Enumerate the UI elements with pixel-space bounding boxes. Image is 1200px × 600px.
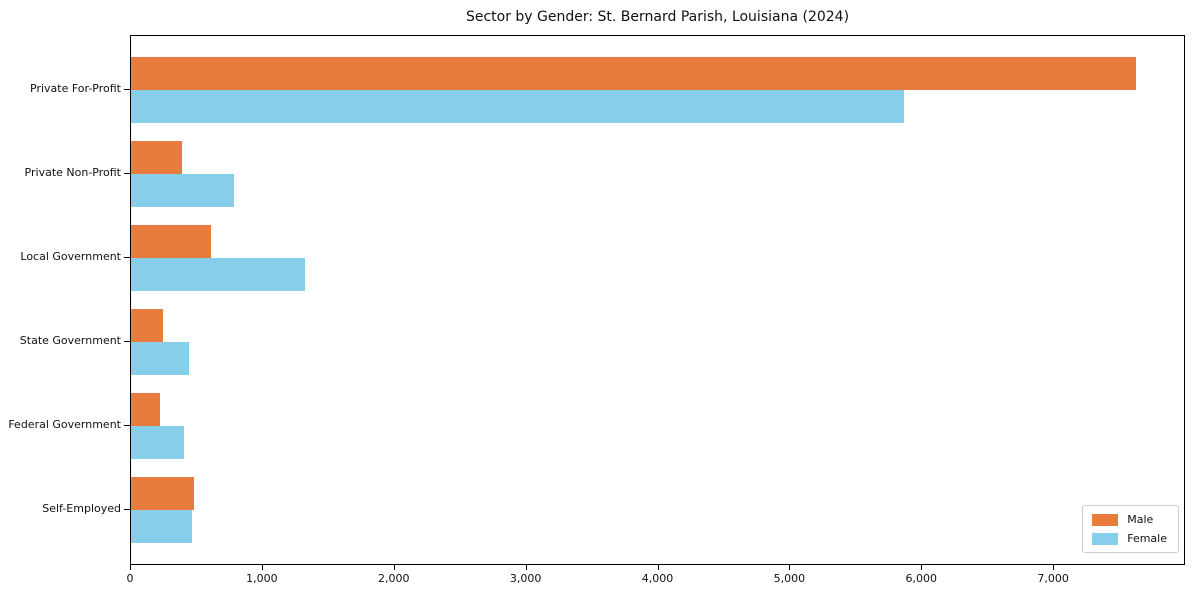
y-tick-label-state-government: State Government	[19, 334, 121, 347]
bar-male-federal-government	[131, 393, 160, 426]
chart-title: Sector by Gender: St. Bernard Parish, Lo…	[465, 9, 850, 25]
y-tick-label-local-government: Local Government	[20, 250, 121, 263]
bar-male-local-government	[131, 225, 212, 258]
y-tick-label-self-employed: Self-Employed	[42, 502, 121, 515]
x-tick-label-2-000: 2,000	[378, 572, 410, 585]
legend-label-male: Male	[1127, 513, 1154, 526]
bar-female-state-government	[131, 342, 189, 375]
x-tick-label-5-000: 5,000	[773, 572, 806, 585]
y-tick-label-federal-government: Federal Government	[8, 418, 121, 431]
x-tick-mark	[130, 565, 131, 570]
x-tick-label-4-000: 4,000	[641, 572, 674, 585]
legend: Male Female	[1082, 505, 1179, 553]
y-tick-label-private-non-profit: Private Non-Profit	[24, 166, 121, 179]
x-tick-mark	[261, 565, 263, 570]
x-tick-label-3-000: 3,000	[509, 572, 542, 585]
bar-female-self-employed	[131, 510, 192, 543]
bars-layer	[131, 36, 1184, 564]
x-tick-label-1-000: 1,000	[246, 572, 278, 585]
bar-female-private-for-profit	[131, 90, 904, 123]
x-tick-mark	[1053, 565, 1055, 570]
x-tick-mark	[393, 565, 395, 570]
bar-male-self-employed	[131, 477, 195, 510]
plot-area: Male Female	[130, 35, 1185, 565]
legend-swatch-male	[1092, 513, 1119, 526]
bar-male-private-non-profit	[131, 141, 183, 174]
bar-female-private-non-profit	[131, 174, 234, 207]
x-tick-label-7-000: 7,000	[1037, 572, 1069, 585]
legend-item-female: Female	[1092, 532, 1167, 545]
x-tick-mark	[525, 565, 527, 570]
legend-swatch-female	[1092, 532, 1119, 545]
bar-female-federal-government	[131, 426, 184, 459]
bar-female-local-government	[131, 258, 306, 291]
x-tick-mark	[657, 565, 659, 570]
x-tick-mark	[921, 565, 923, 570]
x-tick-mark	[789, 565, 791, 570]
x-tick-label-6-000: 6,000	[905, 572, 938, 585]
y-tick-label-private-for-profit: Private For-Profit	[30, 82, 121, 95]
bar-male-private-for-profit	[131, 57, 1136, 90]
legend-label-female: Female	[1127, 532, 1167, 545]
bar-male-state-government	[131, 309, 163, 342]
x-tick-label-0: 0	[126, 572, 134, 585]
legend-item-male: Male	[1092, 513, 1167, 526]
